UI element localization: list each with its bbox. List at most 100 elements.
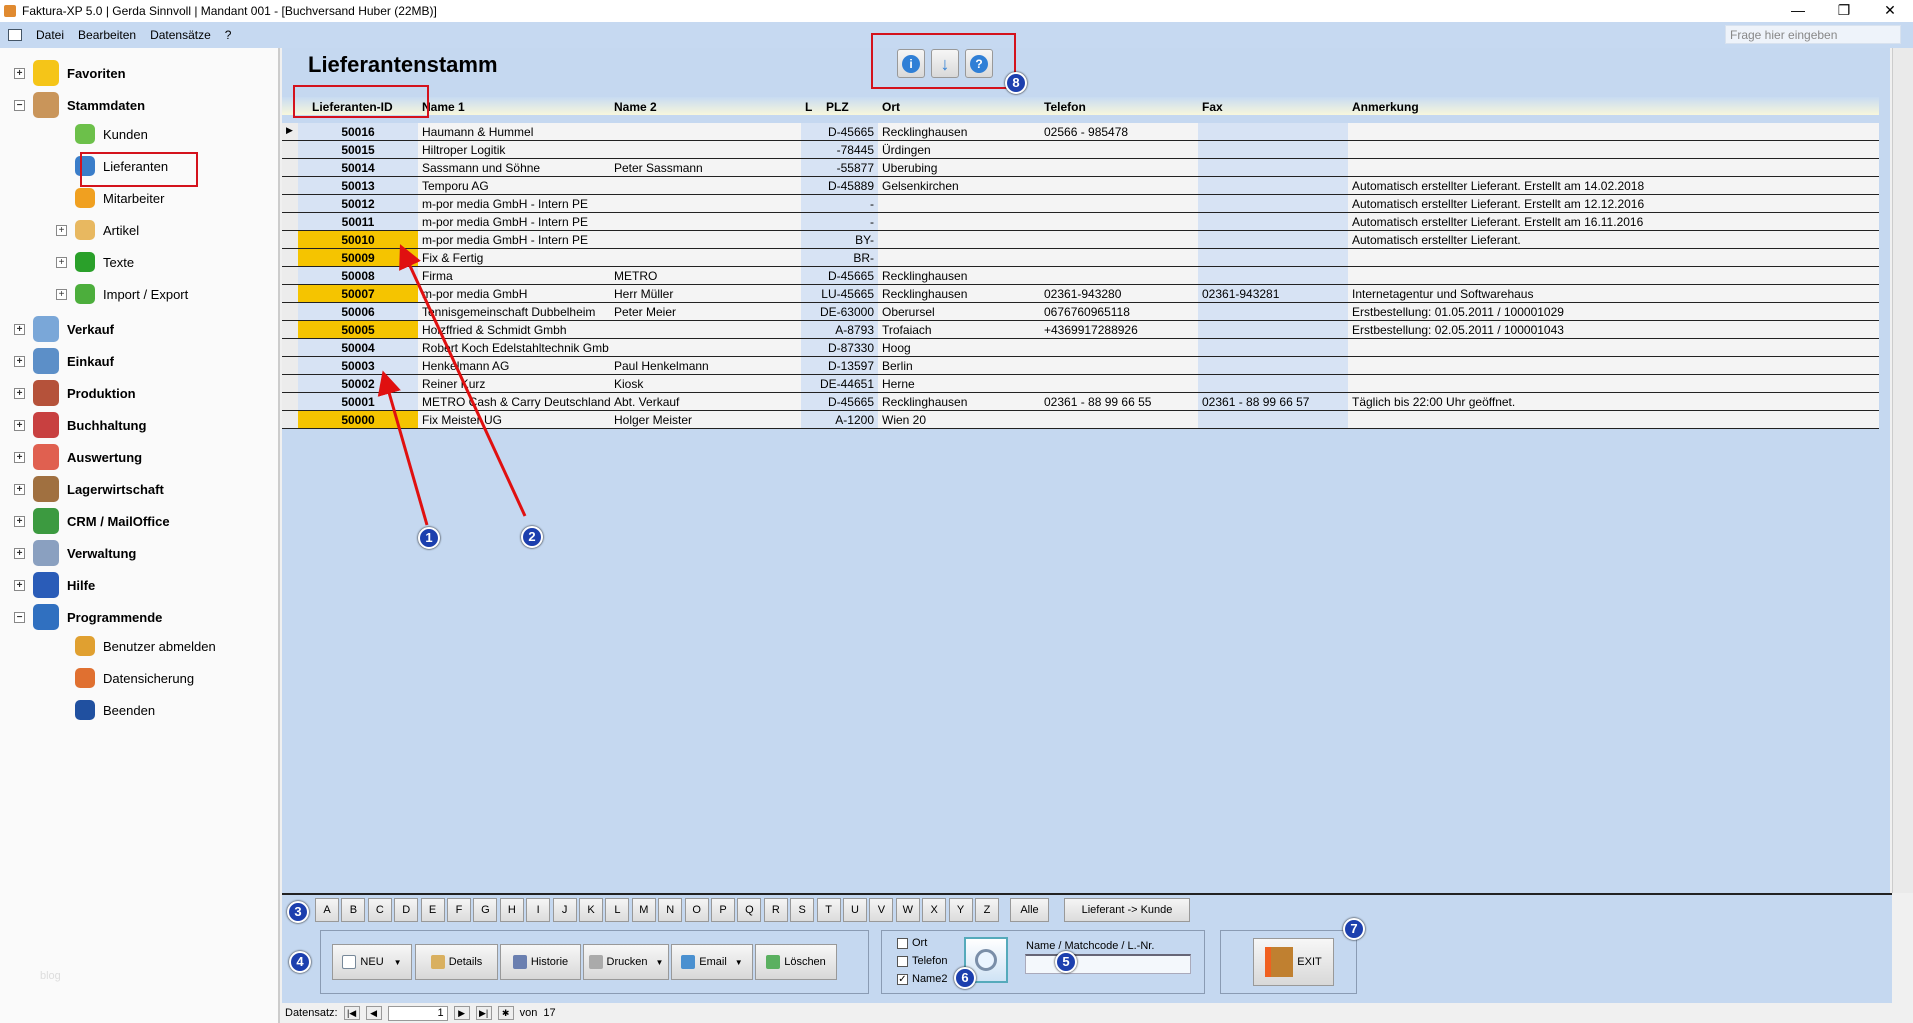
- filter-letter-q[interactable]: Q: [737, 898, 762, 922]
- menu-datei[interactable]: Datei: [36, 28, 65, 42]
- filter-letter-u[interactable]: U: [843, 898, 867, 922]
- search-option-name2[interactable]: ✓ Name2: [897, 973, 947, 985]
- search-option-ort[interactable]: Ort: [897, 937, 927, 949]
- expand-toggle-icon[interactable]: −: [14, 611, 25, 623]
- expand-toggle-icon[interactable]: +: [14, 515, 25, 527]
- table-row[interactable]: 50006 Tennisgemeinschaft Dubbelheim Peter …: [282, 303, 1879, 321]
- sidebar-item-artikel[interactable]: + Artikel: [56, 220, 139, 240]
- app-menu-icon[interactable]: [8, 29, 22, 41]
- expand-toggle-icon[interactable]: +: [56, 224, 67, 236]
- close-button[interactable]: ✕: [1884, 2, 1896, 18]
- sidebar-item-auswertung[interactable]: + Auswertung: [14, 444, 142, 470]
- column-header-anmerkung[interactable]: Anmerkung: [1352, 100, 1419, 114]
- first-record-button[interactable]: |◀: [343, 1006, 360, 1020]
- column-header-name-2[interactable]: Name 2: [614, 100, 657, 114]
- filter-letter-v[interactable]: V: [869, 898, 894, 922]
- sidebar-item-benutzer-abmelden[interactable]: Benutzer abmelden: [56, 636, 216, 656]
- sidebar-item-programmende[interactable]: − Programmende: [14, 604, 162, 630]
- table-row[interactable]: 50007 m-por media GmbH Herr Müller LU-45665…: [282, 285, 1879, 303]
- filter-letter-s[interactable]: S: [790, 898, 815, 922]
- row-selector[interactable]: [282, 357, 298, 374]
- filter-letter-z[interactable]: Z: [975, 898, 999, 922]
- next-record-button[interactable]: ▶: [453, 1006, 470, 1020]
- sidebar-item-crm-mailoffice[interactable]: + CRM / MailOffice: [14, 508, 170, 534]
- sidebar-item-import-export[interactable]: + Import / Export: [56, 284, 188, 304]
- sidebar-item-stammdaten[interactable]: − Stammdaten: [14, 92, 145, 118]
- expand-toggle-icon[interactable]: +: [14, 355, 25, 367]
- table-row[interactable]: 50012 m-por media GmbH - Intern PE - Automa…: [282, 195, 1879, 213]
- table-row[interactable]: 50003 Henkelmann AG Paul Henkelmann D-13597…: [282, 357, 1879, 375]
- filter-letter-w[interactable]: W: [895, 898, 920, 922]
- expand-toggle-icon[interactable]: +: [56, 288, 67, 300]
- expand-toggle-icon[interactable]: +: [14, 451, 25, 463]
- filter-letter-j[interactable]: J: [552, 898, 577, 922]
- filter-all-button[interactable]: Alle: [1010, 898, 1049, 922]
- expand-toggle-icon[interactable]: +: [14, 547, 25, 559]
- help-button[interactable]: ?: [965, 49, 993, 78]
- table-row[interactable]: 50004 Robert Koch Edelstahltechnik Gmb D-8…: [282, 339, 1879, 357]
- row-selector[interactable]: [282, 177, 298, 194]
- table-row[interactable]: 50005 Holzffried & Schmidt Gmbh A-8793 Trof…: [282, 321, 1879, 339]
- record-number-input[interactable]: 1: [387, 1005, 448, 1021]
- checkbox[interactable]: [897, 937, 908, 949]
- dropdown-arrow-icon[interactable]: ▼: [734, 957, 743, 967]
- column-header-ort[interactable]: Ort: [882, 100, 900, 114]
- vertical-scrollbar[interactable]: [1892, 48, 1913, 893]
- table-row[interactable]: 50014 Sassmann und Söhne Peter Sassmann -55…: [282, 159, 1879, 177]
- expand-toggle-icon[interactable]: +: [56, 256, 67, 268]
- expand-toggle-icon[interactable]: +: [14, 579, 25, 591]
- filter-letter-x[interactable]: X: [922, 898, 947, 922]
- filter-letter-m[interactable]: M: [631, 898, 656, 922]
- expand-toggle-icon[interactable]: +: [14, 323, 25, 335]
- download-button[interactable]: ↓: [931, 49, 959, 78]
- table-row[interactable]: 50001 METRO Cash & Carry Deutschland Abt. …: [282, 393, 1879, 411]
- expand-toggle-icon[interactable]: +: [14, 483, 25, 495]
- menu-datensaetze[interactable]: Datensätze: [150, 28, 211, 42]
- sidebar-item-buchhaltung[interactable]: + Buchhaltung: [14, 412, 146, 438]
- row-selector[interactable]: [282, 213, 298, 230]
- minimize-button[interactable]: —: [1791, 2, 1805, 18]
- filter-letter-i[interactable]: I: [526, 898, 551, 922]
- dropdown-arrow-icon[interactable]: ▼: [655, 957, 664, 967]
- sidebar-item-datensicherung[interactable]: Datensicherung: [56, 668, 194, 688]
- supplier-to-customer-button[interactable]: Lieferant -> Kunde: [1064, 898, 1190, 922]
- filter-letter-y[interactable]: Y: [948, 898, 973, 922]
- sidebar-item-verwaltung[interactable]: + Verwaltung: [14, 540, 136, 566]
- row-selector[interactable]: [282, 141, 298, 158]
- print-button[interactable]: Drucken ▼: [583, 944, 669, 980]
- table-row[interactable]: 50015 Hiltroper Logitik -78445 Ürdingen: [282, 141, 1879, 159]
- filter-letter-o[interactable]: O: [684, 898, 709, 922]
- new-button[interactable]: NEU ▼: [332, 944, 412, 980]
- row-selector[interactable]: [282, 249, 298, 266]
- row-selector[interactable]: [282, 411, 298, 428]
- sidebar-item-verkauf[interactable]: + Verkauf: [14, 316, 114, 342]
- row-selector[interactable]: [282, 321, 298, 338]
- row-selector[interactable]: [282, 303, 298, 320]
- column-header-fax[interactable]: Fax: [1202, 100, 1223, 114]
- row-selector[interactable]: [282, 195, 298, 212]
- table-row[interactable]: 50010 m-por media GmbH - Intern PE BY- Auto…: [282, 231, 1879, 249]
- column-header-lieferanten-id[interactable]: Lieferanten-ID: [312, 100, 393, 114]
- row-selector[interactable]: [282, 267, 298, 284]
- checkbox[interactable]: [897, 955, 908, 967]
- expand-toggle-icon[interactable]: +: [14, 419, 25, 431]
- filter-letter-c[interactable]: C: [367, 898, 392, 922]
- sidebar-item-mitarbeiter[interactable]: Mitarbeiter: [56, 188, 164, 208]
- sidebar-item-hilfe[interactable]: + Hilfe: [14, 572, 95, 598]
- menu-help[interactable]: ?: [224, 28, 232, 42]
- expand-toggle-icon[interactable]: +: [14, 387, 25, 399]
- row-selector[interactable]: ▶: [282, 123, 298, 140]
- details-button[interactable]: Details: [415, 944, 498, 980]
- table-row[interactable]: 50013 Temporu AG D-45889 Gelsenkirchen Autom…: [282, 177, 1879, 195]
- sidebar-item-favoriten[interactable]: + Favoriten: [14, 60, 126, 86]
- sidebar-item-einkauf[interactable]: + Einkauf: [14, 348, 114, 374]
- filter-letter-h[interactable]: H: [499, 898, 524, 922]
- ask-question-input[interactable]: Frage hier eingeben: [1725, 25, 1901, 44]
- column-header-l[interactable]: L: [805, 100, 813, 114]
- table-row[interactable]: 50011 m-por media GmbH - Intern PE - Automa…: [282, 213, 1879, 231]
- exit-button[interactable]: EXIT: [1253, 938, 1334, 986]
- last-record-button[interactable]: ▶|: [475, 1006, 492, 1020]
- column-header-telefon[interactable]: Telefon: [1044, 100, 1086, 114]
- filter-letter-r[interactable]: R: [763, 898, 788, 922]
- search-option-telefon[interactable]: Telefon: [897, 955, 947, 967]
